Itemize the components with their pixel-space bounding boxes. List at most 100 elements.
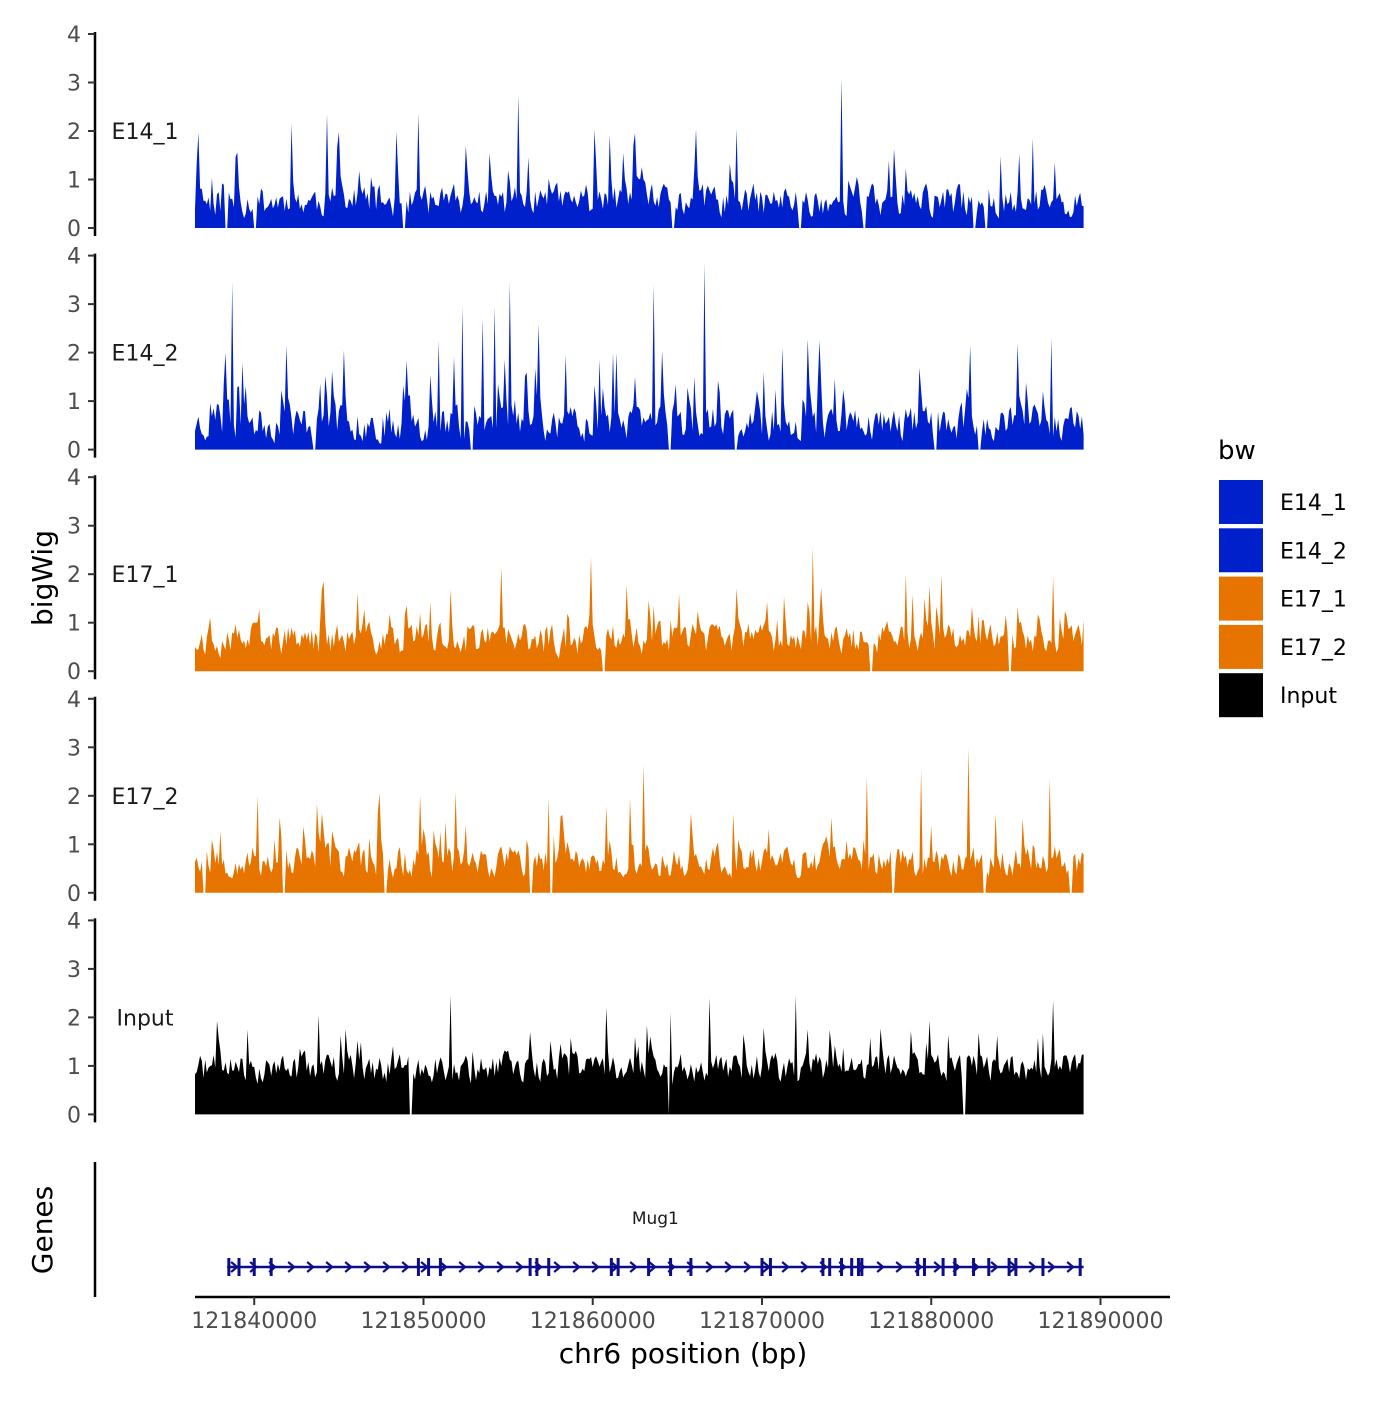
legend-item-e14_2: E14_2 — [1219, 528, 1347, 573]
gene-mug1: Mug1 — [227, 1209, 1084, 1276]
strand-arrow — [363, 1261, 372, 1273]
strand-arrow — [458, 1261, 467, 1273]
exon-mark — [689, 1258, 693, 1276]
exon-mark — [237, 1258, 241, 1276]
strand-arrow — [743, 1261, 752, 1273]
legend-swatch — [1219, 480, 1263, 524]
exon-mark — [856, 1258, 860, 1276]
exon-mark — [616, 1258, 620, 1276]
legend-item-input: Input — [1219, 673, 1337, 718]
genes-layer: Mug1 — [93, 1162, 1084, 1297]
strand-arrow — [895, 1261, 904, 1273]
y-tick-label: 4 — [67, 466, 81, 491]
track-label: E14_2 — [112, 342, 179, 367]
y-tick-label: 1 — [67, 1055, 81, 1080]
signal-area-e17_1 — [195, 547, 1084, 672]
track-label: E17_2 — [112, 785, 179, 810]
exon-mark — [609, 1258, 613, 1276]
y-tick-label: 1 — [67, 612, 81, 637]
y-tick-label: 0 — [67, 882, 81, 907]
track-input: 0 1 2 3 4 Input — [67, 909, 1084, 1128]
strand-arrow — [990, 1261, 999, 1273]
y-tick-label: 4 — [67, 245, 81, 270]
strand-arrow — [249, 1261, 258, 1273]
exon-mark — [1078, 1258, 1082, 1276]
gene-label: Mug1 — [632, 1209, 679, 1229]
strand-arrow — [724, 1261, 733, 1273]
y-tick-label: 3 — [67, 72, 81, 97]
exon-mark — [547, 1258, 551, 1276]
legend-label: Input — [1280, 684, 1337, 709]
strand-arrow — [876, 1261, 885, 1273]
y-tick-label: 4 — [67, 909, 81, 934]
exon-mark — [1014, 1258, 1018, 1276]
y-tick-label: 3 — [67, 293, 81, 318]
strand-arrow — [572, 1261, 581, 1273]
genes-axis-title: Genes — [26, 1186, 59, 1274]
exon-mark — [922, 1258, 926, 1276]
y-tick-label: 1 — [67, 390, 81, 415]
exon-mark — [1041, 1258, 1045, 1276]
signal-area-input — [195, 995, 1084, 1115]
strand-arrow — [553, 1261, 562, 1273]
legend-title: bw — [1218, 436, 1256, 466]
strand-arrow — [800, 1261, 809, 1273]
exon-mark — [828, 1258, 832, 1276]
track-e17_2: 0 1 2 3 4 E17_2 — [67, 688, 1084, 907]
strand-arrow — [933, 1261, 942, 1273]
legend-item-e17_1: E17_1 — [1219, 576, 1347, 621]
strand-arrow — [591, 1261, 600, 1273]
strand-arrow — [781, 1261, 790, 1273]
exon-mark — [427, 1258, 431, 1276]
exon-mark — [227, 1258, 231, 1276]
y-tick-label: 1 — [67, 169, 81, 194]
y-tick-label: 2 — [67, 1006, 81, 1031]
strand-arrow — [1066, 1261, 1075, 1273]
strand-arrow — [401, 1261, 410, 1273]
x-tick-label: 121870000 — [699, 1309, 825, 1334]
x-tick-label: 121840000 — [191, 1309, 317, 1334]
exon-mark — [987, 1258, 991, 1276]
strand-arrow — [515, 1261, 524, 1273]
track-e17_1: 0 1 2 3 4 E17_1 — [67, 466, 1084, 685]
exon-mark — [416, 1258, 420, 1276]
track-label: Input — [117, 1006, 174, 1031]
legend-label: E14_1 — [1280, 491, 1347, 516]
y-tick-label: 3 — [67, 736, 81, 761]
strand-arrow — [496, 1261, 505, 1273]
y-tick-label: 0 — [67, 1103, 81, 1128]
strand-arrow — [686, 1261, 695, 1273]
y-tick-label: 3 — [67, 515, 81, 540]
exon-mark — [821, 1258, 825, 1276]
exon-mark — [669, 1258, 673, 1276]
strand-arrow — [648, 1261, 657, 1273]
y-axis-title: bigWig — [26, 530, 59, 626]
exon-mark — [438, 1258, 442, 1276]
strand-arrow — [1028, 1261, 1037, 1273]
track-e14_2: 0 1 2 3 4 E14_2 — [67, 245, 1084, 464]
strand-arrow — [629, 1261, 638, 1273]
strand-arrow — [230, 1261, 239, 1273]
exon-mark — [840, 1258, 844, 1276]
legend-item-e17_2: E17_2 — [1219, 624, 1347, 669]
legend-swatch — [1219, 624, 1263, 669]
exon-mark — [850, 1258, 854, 1276]
y-tick-label: 2 — [67, 120, 81, 145]
y-tick-label: 2 — [67, 342, 81, 367]
signal-area-e14_2 — [195, 262, 1084, 450]
y-tick-label: 0 — [67, 660, 81, 685]
legend-label: E17_1 — [1280, 588, 1347, 613]
exon-mark — [941, 1258, 945, 1276]
strand-arrow — [477, 1261, 486, 1273]
track-label: E17_1 — [112, 563, 179, 588]
exon-mark — [647, 1258, 651, 1276]
exon-mark — [972, 1258, 976, 1276]
strand-arrow — [382, 1261, 391, 1273]
strand-arrow — [344, 1261, 353, 1273]
y-tick-label: 2 — [67, 563, 81, 588]
track-e14_1: 0 1 2 3 4 E14_1 — [67, 23, 1084, 242]
y-tick-label: 4 — [67, 23, 81, 48]
exon-mark — [528, 1258, 532, 1276]
exon-mark — [860, 1258, 864, 1276]
x-tick-label: 121880000 — [868, 1309, 994, 1334]
